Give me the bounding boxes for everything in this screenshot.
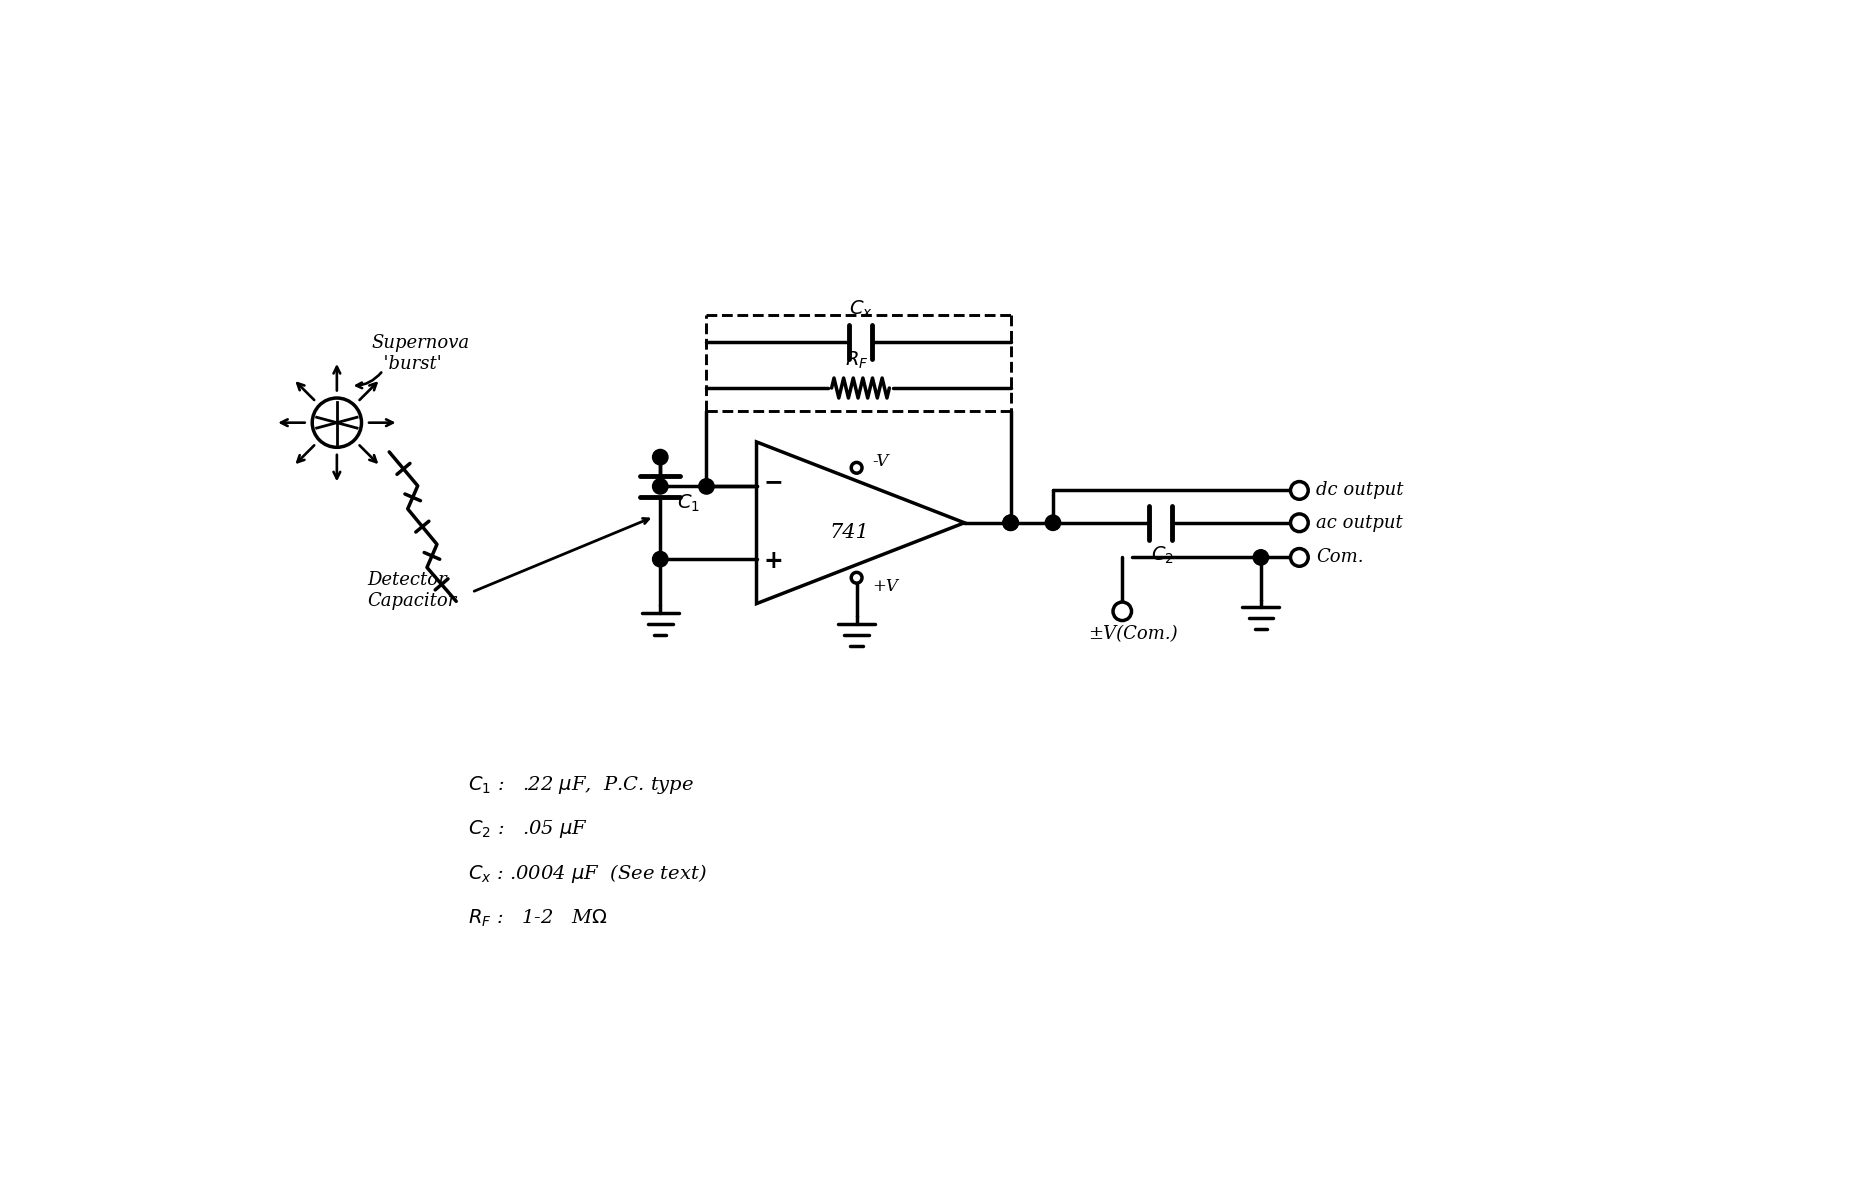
Text: dc output: dc output [1317,482,1404,500]
Text: $C_1$: $C_1$ [678,493,700,514]
Circle shape [652,450,669,465]
Circle shape [851,573,862,583]
Circle shape [1291,514,1307,532]
Text: ±V(Com.): ±V(Com.) [1088,625,1177,643]
Circle shape [312,398,362,447]
Circle shape [1003,515,1018,531]
Text: −: − [763,470,784,495]
Circle shape [698,478,715,494]
Text: $R_F$ :   1-2   M$\Omega$: $R_F$ : 1-2 M$\Omega$ [468,908,607,929]
Text: +: + [763,549,784,573]
Text: ac output: ac output [1317,514,1404,532]
Text: $C_x$: $C_x$ [849,299,873,320]
Circle shape [851,463,862,474]
Text: $C_x$ : .0004 $\mu$F  (See text): $C_x$ : .0004 $\mu$F (See text) [468,863,706,885]
Circle shape [1291,549,1307,567]
Text: +V: +V [873,579,899,595]
Circle shape [652,478,669,494]
Circle shape [1291,482,1307,500]
Text: Com.: Com. [1317,549,1363,567]
Circle shape [1112,602,1131,620]
Circle shape [1003,515,1018,531]
Text: Supernova
  'burst': Supernova 'burst' [371,334,470,372]
Circle shape [1045,515,1060,531]
Text: $C_1$ :   .22 $\mu$F,  P.C. type: $C_1$ : .22 $\mu$F, P.C. type [468,773,695,796]
Text: -V: -V [873,453,888,470]
Text: $C_2$: $C_2$ [1151,544,1174,565]
Text: 741: 741 [828,523,869,542]
Text: Detector
Capacitor: Detector Capacitor [368,570,457,610]
Circle shape [1253,550,1268,565]
Circle shape [652,551,669,567]
Text: $C_2$ :   .05 $\mu$F: $C_2$ : .05 $\mu$F [468,818,587,840]
Text: $R_F$: $R_F$ [845,350,869,371]
